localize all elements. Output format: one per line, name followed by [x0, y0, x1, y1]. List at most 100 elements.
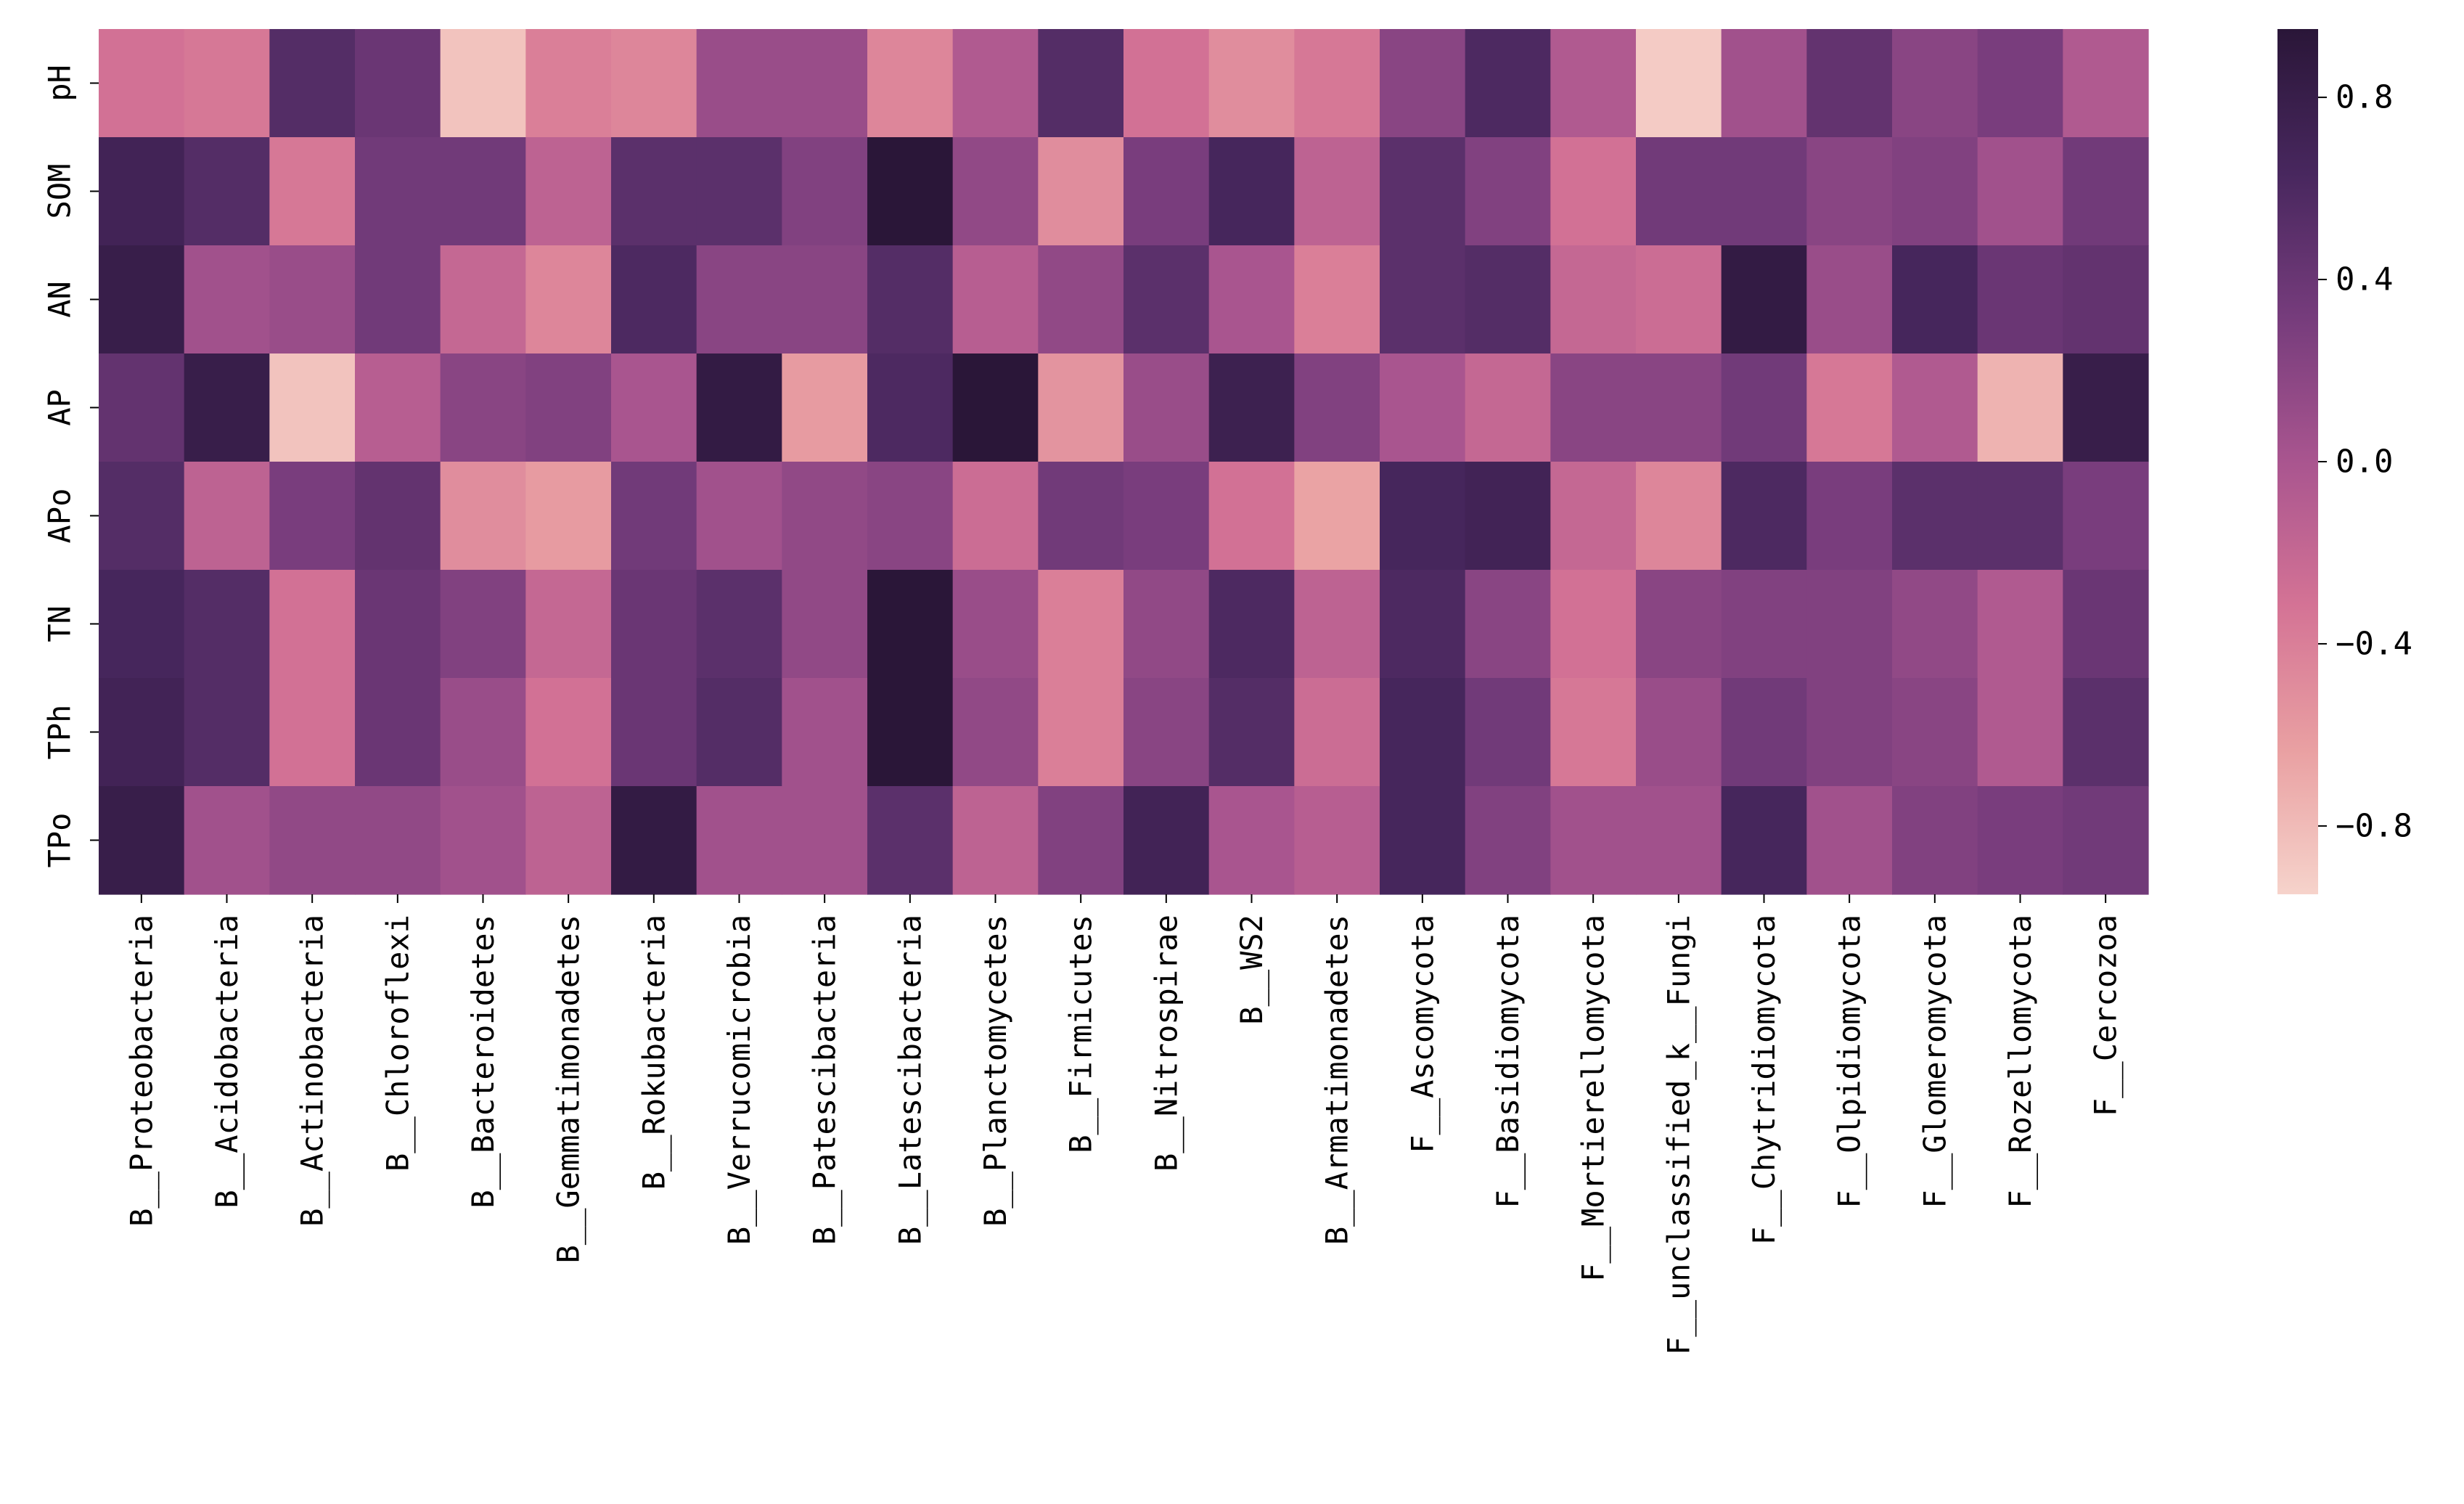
heatmap-cell: [1294, 786, 1380, 895]
heatmap-cell: [1038, 678, 1124, 787]
heatmap-cell: [1465, 678, 1551, 787]
heatmap-cell: [2063, 570, 2149, 679]
heatmap-cell: [1636, 678, 1722, 787]
heatmap-cell: [1208, 137, 1295, 246]
heatmap-cell: [355, 137, 441, 246]
heatmap-cell: [1806, 353, 1893, 462]
heatmap-cell: [867, 462, 954, 571]
heatmap-cell: [1038, 137, 1124, 246]
heatmap-cell: [269, 786, 356, 895]
heatmap-cell: [611, 137, 697, 246]
heatmap-cell: [1038, 786, 1124, 895]
column-label: B__Acidobacteria: [209, 915, 245, 1209]
heatmap-cell: [184, 678, 270, 787]
heatmap-cell: [269, 678, 356, 787]
colorbar-tick-label: 0.8: [2336, 79, 2393, 116]
heatmap-cell: [1550, 137, 1637, 246]
heatmap-cell: [1465, 245, 1551, 354]
heatmap-cell: [1038, 245, 1124, 354]
heatmap-cell: [1721, 353, 1807, 462]
heatmap-cell: [1721, 245, 1807, 354]
heatmap-cell: [1123, 678, 1210, 787]
heatmap-cell: [440, 678, 526, 787]
heatmap-cell: [1294, 353, 1380, 462]
column-label: F__Cercozoa: [2088, 915, 2124, 1116]
heatmap-cell: [1123, 786, 1210, 895]
heatmap-cell: [1550, 462, 1637, 571]
heatmap-cell: [99, 245, 185, 354]
heatmap-cell: [1465, 29, 1551, 138]
heatmap-cell: [99, 786, 185, 895]
heatmap-cell: [867, 786, 954, 895]
heatmap-cell: [1465, 786, 1551, 895]
colorbar-tick-label: −0.8: [2336, 807, 2412, 844]
heatmap-cell: [269, 570, 356, 679]
heatmap-cell: [611, 678, 697, 787]
heatmap-cell: [1806, 245, 1893, 354]
column-labels: B__Proteobacteria B__Acidobacteria B__Acti…: [123, 894, 2124, 1355]
colorbar-tick-label: 0.4: [2336, 261, 2393, 298]
heatmap-cell: [1465, 462, 1551, 571]
heatmap-cell: [525, 29, 612, 138]
heatmap-cell: [269, 29, 356, 138]
heatmap-cell: [525, 353, 612, 462]
heatmap-cell: [611, 245, 697, 354]
heatmap-cell: [1721, 786, 1807, 895]
heatmap-cell: [1636, 462, 1722, 571]
heatmap-cell: [184, 786, 270, 895]
heatmap-cell: [99, 29, 185, 138]
heatmap-cell: [1123, 137, 1210, 246]
heatmap-cell: [355, 678, 441, 787]
heatmap-cell: [867, 353, 954, 462]
heatmap-cell: [611, 462, 697, 571]
heatmap-cell: [1977, 245, 2063, 354]
heatmap-cell: [1380, 245, 1466, 354]
heatmap-cell: [1038, 29, 1124, 138]
heatmap-cell: [952, 245, 1039, 354]
heatmap-cell: [269, 245, 356, 354]
heatmap-cell: [1294, 245, 1380, 354]
heatmap-cell: [1636, 245, 1722, 354]
row-label: TPh: [42, 705, 78, 760]
column-label: B__Nitrospirae: [1148, 915, 1184, 1172]
heatmap-cell: [1636, 786, 1722, 895]
heatmap-cell: [696, 678, 782, 787]
column-label: F__Mortierellomycota: [1576, 915, 1611, 1282]
heatmap-cell: [1123, 570, 1210, 679]
heatmap-cell: [952, 462, 1039, 571]
heatmap-cell: [525, 462, 612, 571]
colorbar-gradient: [2277, 29, 2318, 894]
heatmap-cell: [1465, 570, 1551, 679]
heatmap-cell: [99, 137, 185, 246]
heatmap-cell: [1465, 353, 1551, 462]
column-label: B__Chloroflexi: [380, 915, 415, 1172]
column-label: B__Bacteroidetes: [465, 915, 501, 1209]
column-label: B__Planctomycetes: [978, 915, 1013, 1227]
column-label: B__Patescibacteria: [807, 915, 843, 1245]
heatmap-cell: [1208, 245, 1295, 354]
heatmap-cell: [269, 137, 356, 246]
row-label: TN: [42, 605, 78, 642]
heatmap-cell: [99, 462, 185, 571]
column-label: B__Rokubacteria: [636, 915, 671, 1190]
heatmap-cell: [184, 353, 270, 462]
row-label: SOM: [42, 164, 78, 219]
heatmap-cell: [525, 570, 612, 679]
heatmap-cell: [1380, 678, 1466, 787]
column-label: F__Rozellomycota: [2002, 915, 2038, 1209]
heatmap-cell: [1123, 245, 1210, 354]
heatmap-cell: [440, 462, 526, 571]
heatmap-cell: [184, 570, 270, 679]
heatmap-cell: [1721, 462, 1807, 571]
heatmap-cell: [355, 29, 441, 138]
heatmap-cell: [440, 245, 526, 354]
heatmap-cell: [782, 353, 868, 462]
heatmap-cell: [1123, 29, 1210, 138]
colorbar-ticks: 0.8 0.4 0.0 −0.4 −0.8: [2318, 79, 2412, 844]
heatmap-cell: [611, 786, 697, 895]
heatmap-cell: [440, 570, 526, 679]
heatmap-cell: [1977, 678, 2063, 787]
heatmap-cell: [1380, 29, 1466, 138]
heatmap-cell: [1636, 29, 1722, 138]
heatmap-cell: [525, 137, 612, 246]
